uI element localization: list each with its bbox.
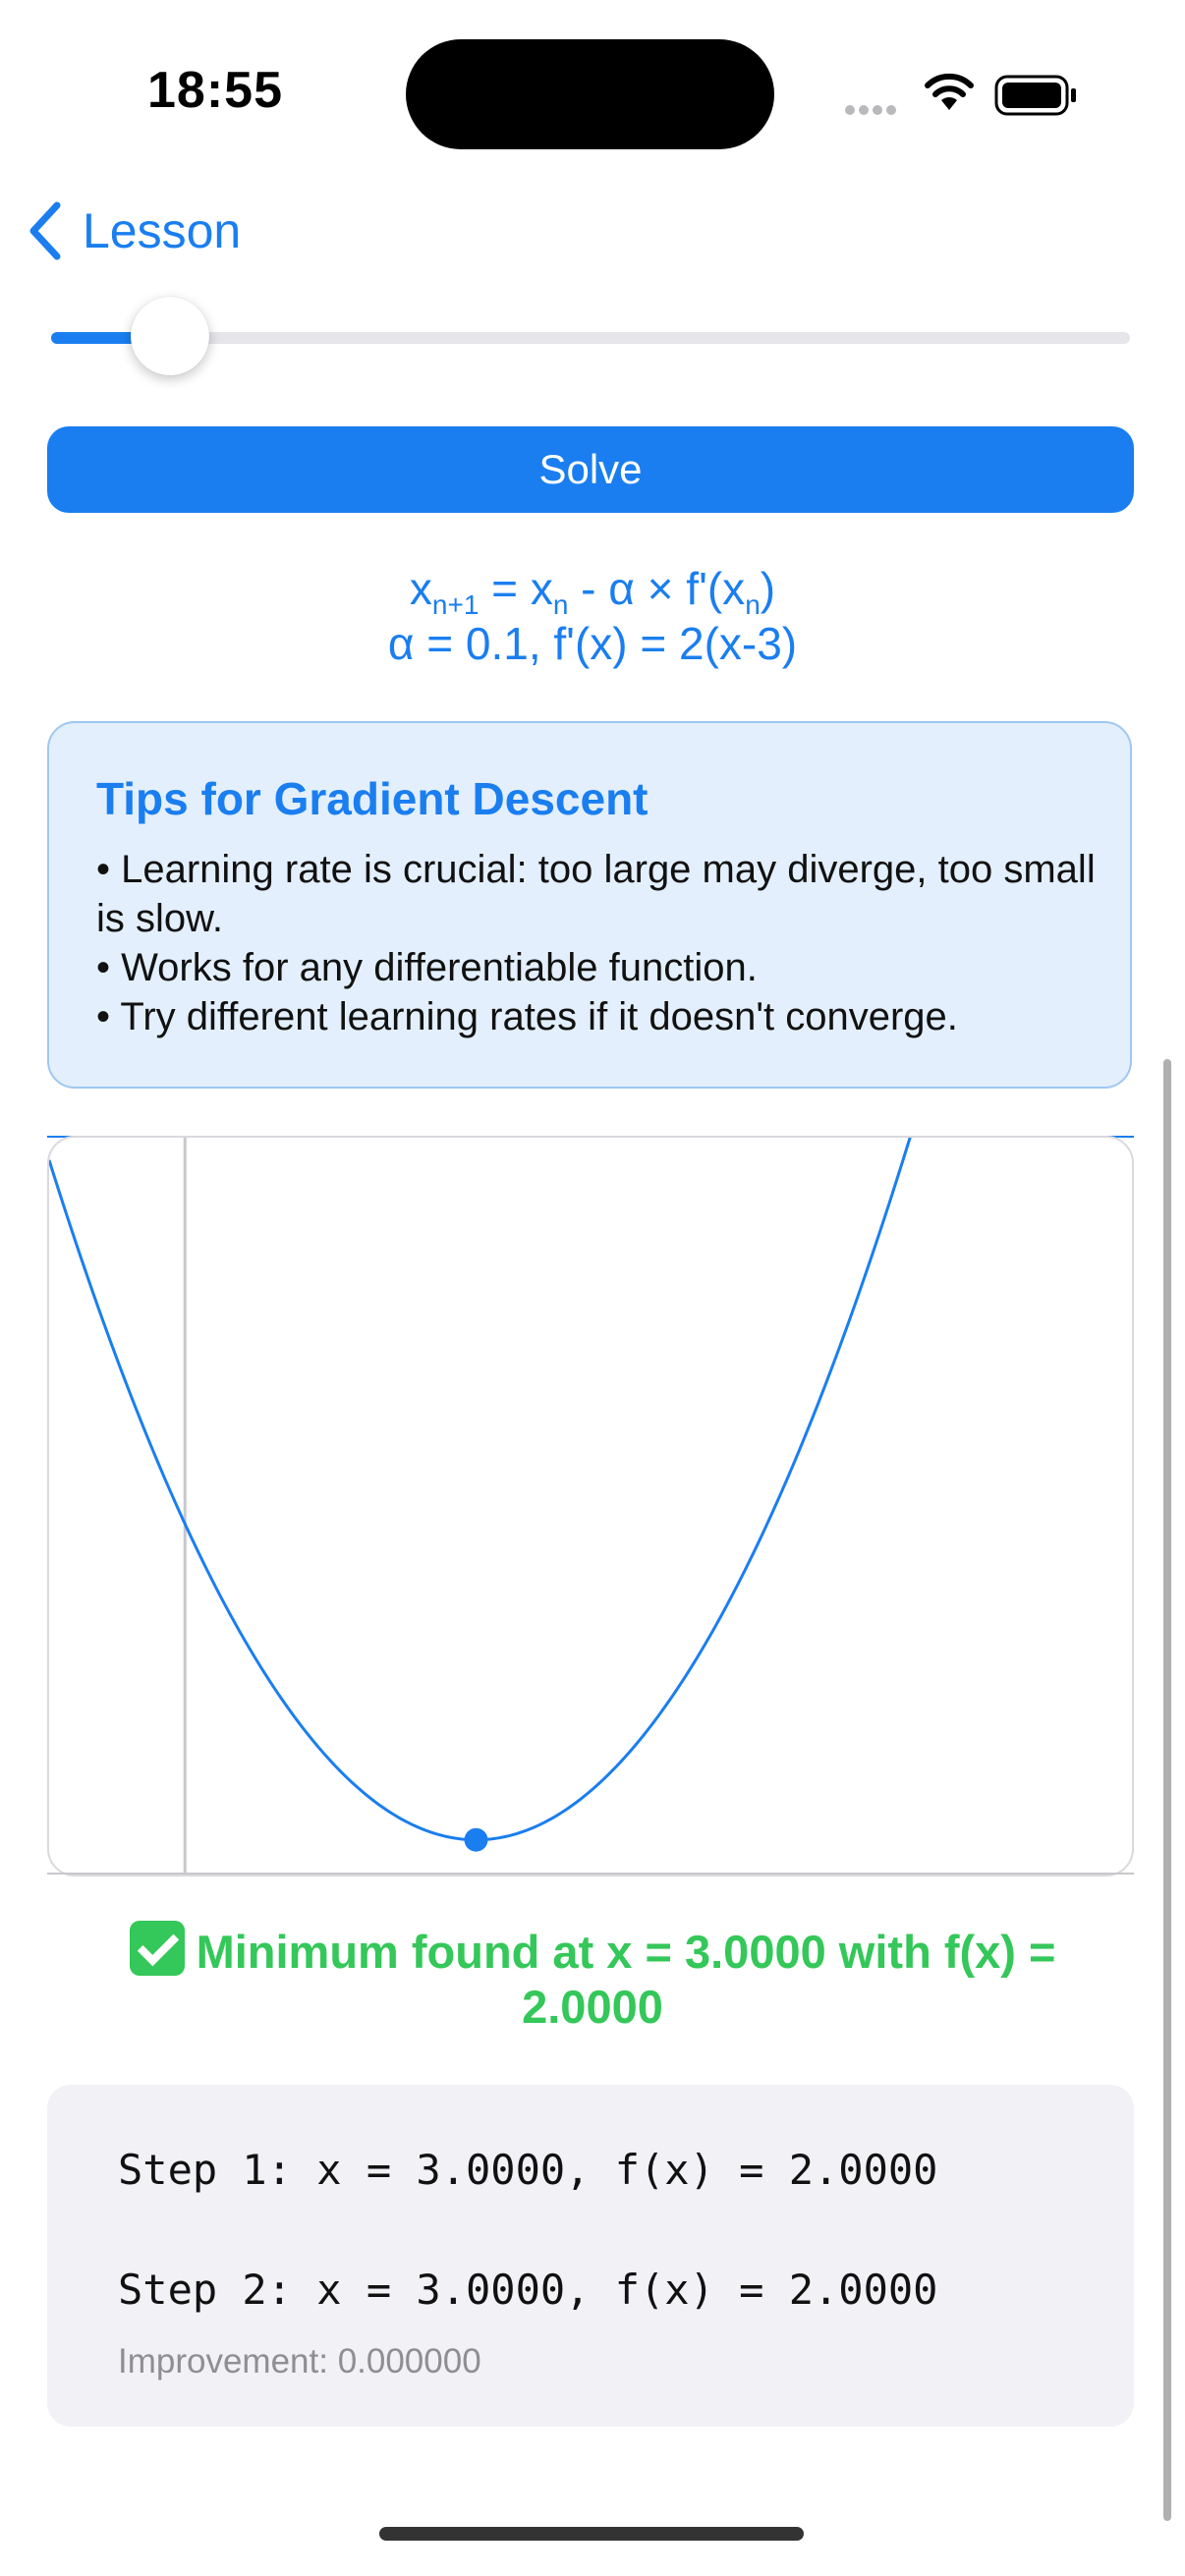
tip-item: • Works for any differentiable function. (96, 946, 758, 989)
wifi-icon (925, 73, 974, 110)
function-curve (49, 1138, 912, 1842)
update-formula: xn+1 = xn - α × f'(xn) (409, 563, 776, 621)
battery-icon (994, 75, 1076, 116)
function-chart (47, 1136, 1134, 1876)
home-indicator[interactable] (379, 2527, 804, 2541)
slider-thumb[interactable] (130, 297, 209, 375)
tip-item: • Learning rate is crucial: too large ma… (96, 848, 1096, 940)
current-point (464, 1827, 488, 1852)
signal-icon (845, 102, 900, 120)
chart-divider (47, 1873, 1134, 1875)
tip-item: • Try different learning rates if it doe… (96, 995, 958, 1038)
back-button[interactable]: Lesson (26, 196, 241, 265)
step-row: Step 1: x = 3.0000, f(x) = 2.0000 (118, 2146, 938, 2194)
chart-canvas (49, 1138, 912, 1875)
steps-panel: Step 1: x = 3.0000, f(x) = 2.0000 Step 2… (47, 2085, 1134, 2427)
result-text: Minimum found at x = 3.0000 with f(x) = … (196, 1926, 1056, 2033)
solve-button[interactable]: Solve (47, 426, 1134, 513)
learning-rate-slider-track[interactable] (51, 332, 1130, 344)
dynamic-island (406, 39, 774, 149)
parameters-formula: α = 0.1, f'(x) = 2(x-3) (387, 618, 798, 669)
status-time: 18:55 (147, 62, 283, 119)
improvement-label: Improvement: 0.000000 (118, 2342, 481, 2380)
tips-list: • Learning rate is crucial: too large ma… (96, 845, 1099, 1041)
tips-card: Tips for Gradient Descent • Learning rat… (47, 721, 1132, 1089)
result-message: Minimum found at x = 3.0000 with f(x) = … (79, 1921, 1106, 2035)
step-row: Step 2: x = 3.0000, f(x) = 2.0000 (118, 2266, 938, 2314)
chevron-left-icon (29, 201, 61, 260)
solve-label: Solve (538, 446, 643, 492)
back-label: Lesson (83, 203, 242, 258)
checkmark-icon (129, 1921, 185, 1976)
scroll-indicator[interactable] (1163, 1059, 1171, 2521)
tips-title: Tips for Gradient Descent (96, 773, 649, 824)
